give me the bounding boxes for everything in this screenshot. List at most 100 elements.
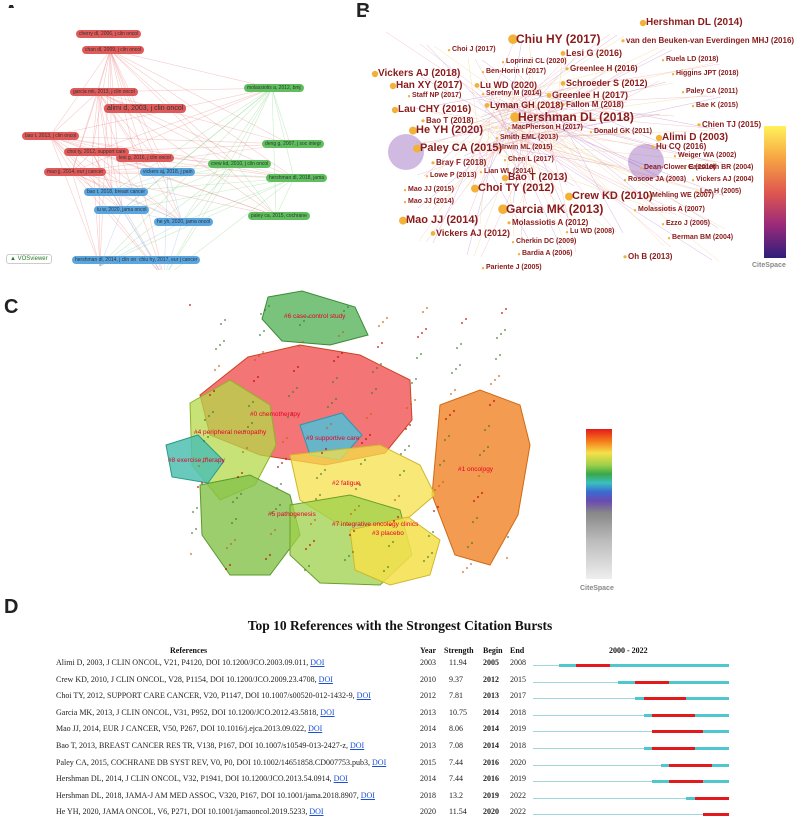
doi-link[interactable]: DOI [372,757,387,767]
cocitation-node-dot [403,201,407,204]
reference-text: Mao JJ, 2014, EUR J CANCER, V50, P267, D… [56,724,323,734]
cluster-node-dot [360,441,364,445]
cell-strength: 7.08 [449,741,463,750]
vosviewer-network: cherry dl, 2006, j clin oncol chan dl, 20… [4,8,330,270]
burst-period [703,813,729,817]
cluster-label-5: #5 pathogenesis [268,511,316,518]
cluster-node-dot [223,318,227,322]
cluster-node-dot [313,518,317,522]
cluster-node-dot [495,336,499,340]
cocitation-node: Fallon M (2018) [566,100,624,109]
cocitation-node-dot [565,192,573,201]
cocitation-link [524,122,536,140]
cocitation-node: Loprinzi CL (2020) [506,58,567,65]
cluster-node-dot [430,551,434,555]
cocitation-node: Bray F (2018) [436,158,487,167]
cocitation-link [469,107,521,125]
cluster-node-dot [452,409,456,413]
burst-period [635,680,670,684]
cluster-node-dot [431,530,435,534]
cocitation-node: Paley CA (2011) [686,88,738,95]
doi-link[interactable]: DOI [349,741,365,750]
cluster-node-dot [225,546,229,550]
cocitation-link [481,59,533,97]
vos-link [99,163,237,267]
vos-node: hershman dl, 2018, jama [266,174,328,182]
cell-strength: 7.81 [449,691,463,701]
vos-link [91,151,183,223]
cocitation-node-dot [413,144,421,153]
cluster-node-dot [189,552,193,556]
burst-period [643,697,687,701]
cocitation-link [526,54,578,112]
cluster-node-dot [341,330,345,334]
cocitation-node-dot [623,255,627,259]
color-legend-bar [764,126,786,258]
cocitation-node-dot [565,231,569,234]
cluster-node-dot [354,487,358,491]
cocitation-node-dot [481,93,485,96]
cocitation-link [468,90,540,120]
doi-link[interactable]: DOI [318,674,333,684]
cocitation-link [541,105,573,121]
vos-link [109,49,183,223]
cluster-node-dot [201,460,205,464]
doi-link[interactable]: DOI [310,658,325,667]
cell-year: 2015 [420,757,436,767]
vos-link [99,87,273,267]
cocitation-link [552,52,564,146]
cluster-node-dot [278,503,282,507]
cocitation-link [486,130,718,196]
cluster-node-dot [314,497,318,501]
vos-link [271,87,295,179]
cluster-node-dot [340,351,344,355]
doi-link[interactable]: DOI [308,724,323,734]
vos-node: molassiotis a, 2012, bmj [244,84,304,92]
cocitation-node: Bao T (2013) [508,172,568,183]
cluster-node-dot [402,469,406,473]
cluster-node-dot [422,559,426,563]
doi-link[interactable]: DOI [309,807,324,817]
cluster-node-dot [291,390,295,394]
cluster-node-dot [326,405,330,409]
table-row: Mao JJ, 2014, EUR J CANCER, V50, P267, D… [0,724,800,740]
cluster-node-dot [295,386,299,390]
cluster-node-dot [231,500,235,504]
cell-year: 2010 [420,674,436,684]
cell-begin: 2014 [483,724,499,734]
reference-text: Garcia MK, 2013, J CLIN ONCOL, V31, P952… [56,707,335,717]
cluster-node-dot [410,381,414,385]
cocitation-node-dot [484,103,490,108]
cocitation-link [503,123,515,237]
cluster-node-dot [489,382,493,386]
cluster-node-dot [331,380,335,384]
cluster-node-dot [368,433,372,437]
cluster-node-dot [195,506,199,510]
citespace-cluster-view: #6 case control study #0 chemotherapy #4… [150,285,630,605]
cluster-node-dot [315,476,319,480]
cluster-8-shape [165,434,225,484]
vos-node: he yh, 2020, jama oncol [154,218,214,226]
cocitation-node: Roscoe JA (2003) [628,176,687,183]
doi-link[interactable]: DOI [320,707,335,717]
doi-link[interactable]: DOI [360,790,375,800]
cocitation-node: Weiger WA (2002) [678,152,737,159]
cluster-node-dot [259,312,263,316]
cocitation-node: Vickers AJ (2012) [436,228,511,238]
cocitation-link [533,85,565,135]
doi-link[interactable]: DOI [333,774,348,784]
cocitation-node: Lesi G (2016) [566,48,623,58]
cluster-node-dot [450,371,454,375]
col-range: 2000 - 2022 [609,646,648,655]
cluster-node-dot [403,448,407,452]
doi-link[interactable]: DOI [356,691,371,701]
cocitation-link [529,133,621,139]
cluster-node-dot [306,315,310,319]
cell-year: 2014 [420,774,436,784]
cluster-label-0: #0 chemotherapy [250,411,301,418]
cocitation-node: Hershman DL (2018) [518,110,634,124]
cluster-node-dot [421,310,425,314]
burst-pre-period [533,748,644,749]
cluster-node-dot [385,316,389,320]
cell-year: 2012 [420,691,436,701]
